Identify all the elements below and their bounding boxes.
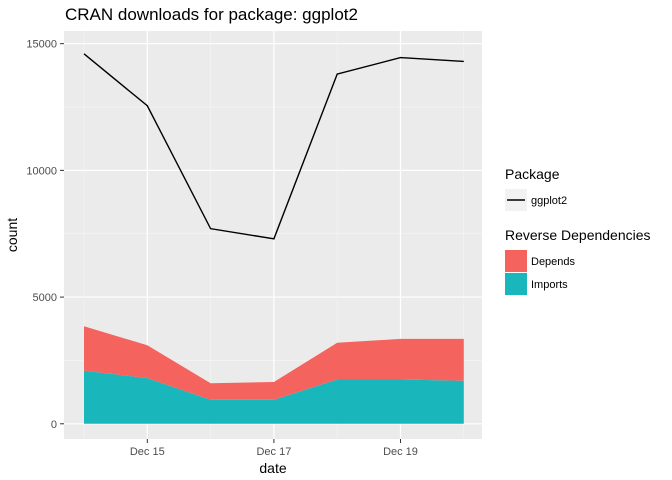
y-axis-title: count bbox=[4, 218, 20, 252]
x-axis-title: date bbox=[259, 460, 286, 476]
y-tick-label: 0 bbox=[51, 419, 57, 431]
area-depends bbox=[84, 326, 464, 400]
x-tick-label: Dec 17 bbox=[256, 446, 291, 458]
legend-label: Depends bbox=[531, 256, 576, 268]
legend-label: ggplot2 bbox=[531, 195, 567, 207]
legend-title: Reverse Dependencies bbox=[505, 227, 651, 243]
chart-title: CRAN downloads for package: ggplot2 bbox=[65, 5, 358, 24]
area-imports bbox=[84, 370, 464, 424]
y-axis: 0 5000 10000 15000 bbox=[26, 39, 64, 431]
x-tick-label: Dec 15 bbox=[130, 446, 165, 458]
y-tick-label: 10000 bbox=[26, 165, 57, 177]
x-tick-label: Dec 19 bbox=[383, 446, 418, 458]
x-axis: Dec 15 Dec 17 Dec 19 bbox=[130, 439, 418, 458]
y-tick-label: 15000 bbox=[26, 39, 57, 51]
stacked-areas bbox=[84, 326, 464, 424]
legend-label: Imports bbox=[531, 279, 568, 291]
legend-key-swatch bbox=[505, 273, 527, 295]
line-ggplot2 bbox=[83, 53, 464, 240]
line-series bbox=[83, 53, 464, 240]
legend-key-swatch bbox=[505, 250, 527, 272]
legend: Package ggplot2 Reverse Dependencies Depend… bbox=[505, 166, 651, 295]
y-tick-label: 5000 bbox=[33, 292, 57, 304]
legend-title: Package bbox=[505, 166, 560, 182]
grid bbox=[64, 31, 482, 439]
